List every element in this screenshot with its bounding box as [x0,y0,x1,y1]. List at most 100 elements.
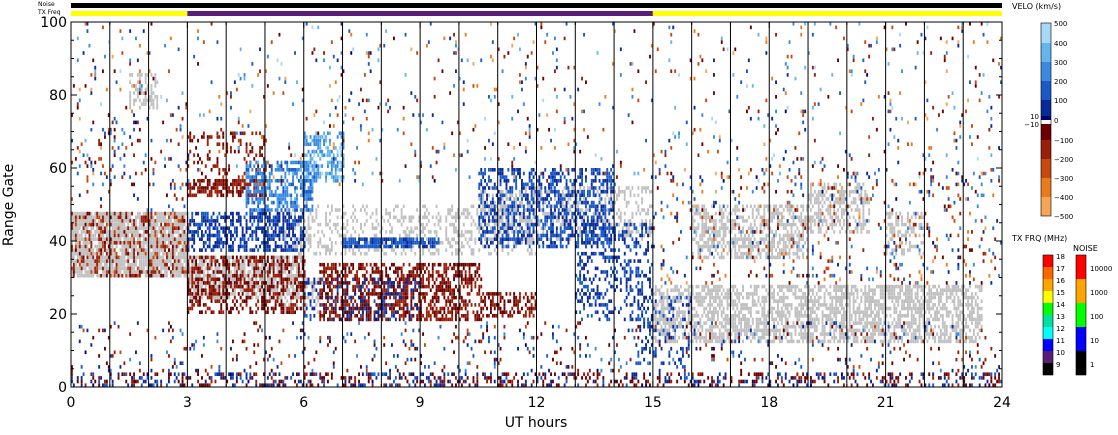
data-cell [976,284,979,289]
data-cell [813,321,816,325]
data-cell [912,339,915,344]
data-cell [883,317,886,322]
data-cell [833,222,836,227]
data-cell [716,324,719,329]
data-cell [778,332,781,336]
txfreq-segment [71,11,188,16]
data-cell [728,321,731,325]
data-cell [736,208,739,212]
data-cell [866,299,869,303]
data-cell [771,328,774,333]
data-cell [383,251,386,256]
data-cell [877,328,880,333]
data-cell [703,288,706,292]
data-cell [181,233,184,238]
data-cell [123,219,126,223]
data-cell [228,295,230,300]
data-cell [705,208,708,212]
data-cell [808,193,810,198]
data-cell [179,255,182,260]
data-cell [76,233,79,238]
data-cell [464,237,467,241]
data-cell [573,186,576,190]
data-cell [111,244,114,249]
data-cell [860,295,863,300]
data-cell [703,255,706,260]
data-cell [736,255,739,260]
data-cell [478,230,481,234]
data-cell [414,237,417,241]
data-cell [88,273,91,278]
data-cell [268,295,271,300]
data-cell [724,314,727,318]
data-cell [798,314,801,318]
data-cell [693,226,696,230]
data-cell [736,237,739,241]
data-cell [864,219,867,223]
data-cell [637,204,640,209]
data-cell [557,219,560,223]
data-cell [319,251,322,256]
data-cell [542,211,545,216]
data-cell [819,193,822,198]
data-cell [848,335,851,340]
data-cell [185,273,188,278]
data-cell [796,284,799,289]
data-cell [775,230,777,234]
data-cell [109,262,112,267]
data-cell [707,339,710,344]
data-cell [720,219,723,223]
data-cell [841,335,843,340]
data-cell [697,255,700,260]
data-cell [775,310,777,314]
data-cell [185,251,188,256]
data-cell [241,266,244,271]
data-cell [263,277,265,282]
data-cell [810,219,812,223]
data-cell [722,226,725,230]
data-cell [509,193,512,198]
data-cell [916,306,919,311]
data-cell [656,317,659,322]
data-cell [856,208,859,212]
data-cell [777,335,779,340]
data-cell [173,273,176,278]
data-cell [286,273,289,278]
data-cell [846,284,849,289]
data-cell [788,237,791,241]
data-cell [912,335,915,340]
data-cell [778,317,781,322]
data-cell [819,230,822,234]
data-cell [466,241,469,245]
data-cell [354,230,357,234]
data-cell [136,270,139,274]
data-cell [957,317,960,322]
data-cell [969,317,971,322]
data-cell [790,233,793,238]
data-cell [327,244,329,249]
data-cell [699,215,702,220]
data-cell [689,306,692,311]
data-cell [288,255,291,260]
data-cell [649,233,651,238]
data-cell [367,248,370,252]
data-cell [914,328,917,333]
data-cell [728,292,731,296]
data-cell [319,222,322,227]
data-cell [268,277,271,282]
data-cell [829,324,832,329]
data-cell [841,332,843,336]
data-cell [490,186,492,190]
data-cell [713,230,715,234]
data-cell [629,230,632,234]
data-cell [191,295,194,300]
data-cell [80,222,83,227]
data-cell [738,215,741,220]
data-cell [804,219,807,223]
data-cell [703,244,706,249]
data-cell [117,230,120,234]
data-cell [528,219,531,223]
data-cell [701,219,704,223]
data-cell [910,299,913,303]
data-cell [505,222,508,227]
